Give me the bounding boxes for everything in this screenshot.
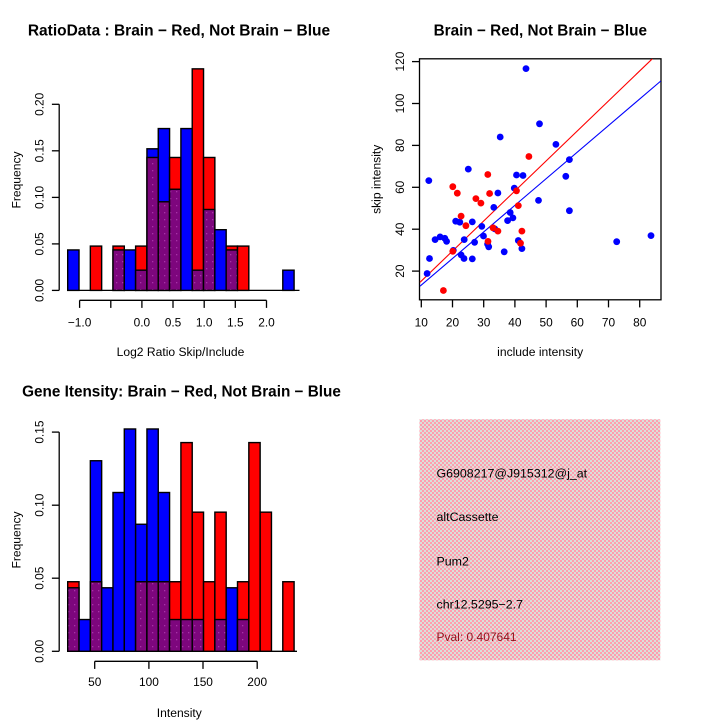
svg-text:50: 50 (88, 675, 102, 689)
svg-text:0.5: 0.5 (165, 316, 182, 330)
svg-text:include intensity: include intensity (497, 345, 584, 359)
svg-text:0.00: 0.00 (33, 639, 47, 663)
svg-text:0.05: 0.05 (33, 566, 47, 590)
svg-text:Gene Itensity: Brain − Red, No: Gene Itensity: Brain − Red, Not Brain − … (22, 383, 341, 400)
svg-text:Pval: 0.407641: Pval: 0.407641 (437, 630, 517, 644)
svg-text:Intensity: Intensity (157, 706, 203, 720)
svg-text:G6908217@J915312@j_at: G6908217@J915312@j_at (437, 466, 588, 480)
svg-text:Frequency: Frequency (9, 150, 23, 208)
svg-text:Frequency: Frequency (9, 510, 23, 568)
svg-text:Log2 Ratio Skip/Include: Log2 Ratio Skip/Include (117, 345, 245, 359)
svg-text:10: 10 (415, 316, 429, 330)
svg-text:120: 120 (393, 51, 407, 71)
svg-text:2.0: 2.0 (258, 316, 275, 330)
svg-text:1.5: 1.5 (227, 316, 244, 330)
svg-text:0.10: 0.10 (33, 185, 47, 209)
svg-text:40: 40 (393, 222, 407, 236)
svg-text:1.0: 1.0 (196, 316, 213, 330)
svg-text:80: 80 (393, 138, 407, 152)
svg-text:0.10: 0.10 (33, 493, 47, 517)
svg-text:70: 70 (602, 316, 616, 330)
svg-text:chr12.5295−2.7: chr12.5295−2.7 (437, 598, 524, 612)
svg-text:100: 100 (393, 93, 407, 113)
svg-text:−1.0: −1.0 (68, 316, 92, 330)
svg-text:0.0: 0.0 (134, 316, 151, 330)
svg-text:altCassette: altCassette (437, 510, 499, 524)
svg-text:60: 60 (393, 180, 407, 194)
svg-text:0.20: 0.20 (33, 92, 47, 116)
svg-text:0.15: 0.15 (33, 420, 47, 444)
svg-text:60: 60 (571, 316, 585, 330)
svg-text:RatioData : Brain − Red, Not B: RatioData : Brain − Red, Not Brain − Blu… (28, 23, 331, 40)
svg-text:50: 50 (539, 316, 553, 330)
svg-text:Pum2: Pum2 (437, 555, 469, 569)
svg-text:20: 20 (393, 264, 407, 278)
svg-text:Brain − Red, Not Brain − Blue: Brain − Red, Not Brain − Blue (434, 23, 647, 40)
svg-text:100: 100 (139, 675, 159, 689)
svg-text:0.00: 0.00 (33, 278, 47, 302)
svg-text:200: 200 (247, 675, 267, 689)
svg-text:30: 30 (477, 316, 491, 330)
svg-text:150: 150 (193, 675, 213, 689)
svg-text:0.05: 0.05 (33, 232, 47, 256)
svg-text:skip intensity: skip intensity (370, 144, 384, 214)
svg-text:20: 20 (446, 316, 460, 330)
svg-text:80: 80 (633, 316, 647, 330)
svg-text:40: 40 (508, 316, 522, 330)
svg-text:0.15: 0.15 (33, 139, 47, 163)
